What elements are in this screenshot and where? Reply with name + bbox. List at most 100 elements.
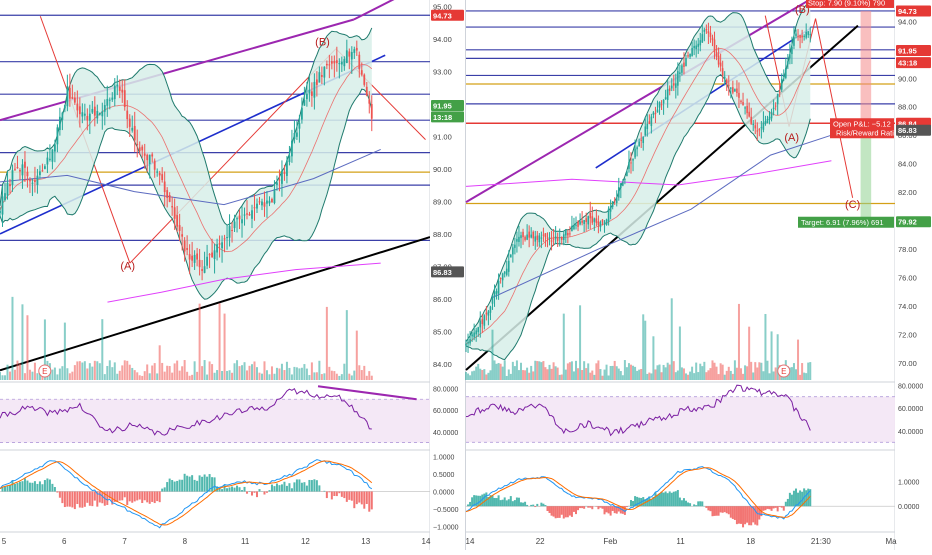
left-volume-bar [134, 370, 136, 380]
left-volume-bar [246, 370, 248, 380]
left-volume-bar [71, 372, 73, 380]
left-volume-bar [254, 361, 256, 380]
right-candle-body [575, 225, 577, 226]
left-candle-body [284, 172, 286, 174]
left-candle-body [206, 257, 208, 266]
right-candle-body [728, 85, 730, 86]
left-volume-bar [66, 368, 68, 380]
left-candle-body [99, 113, 101, 115]
left-macd-histogram [318, 485, 320, 491]
right-volume-bar [750, 362, 752, 380]
left-macd-histogram [9, 485, 11, 491]
right-volume-bar [681, 367, 683, 380]
right-volume-bar [724, 375, 726, 380]
left-macd-histogram [343, 492, 345, 499]
right-volume-bar [616, 366, 618, 380]
right-candle-body [669, 88, 671, 91]
left-macd-histogram [201, 477, 203, 492]
right-wave-label: (C) [845, 199, 860, 211]
left-candle-body [224, 238, 226, 239]
right-candle-body [486, 313, 488, 315]
right-candle-body [536, 236, 538, 240]
left-candle-body [254, 207, 256, 208]
left-candle-body [249, 214, 251, 215]
right-macd-histogram [667, 493, 669, 506]
right-macd-histogram [734, 506, 736, 520]
left-macd-histogram [189, 477, 191, 492]
right-candle-body [657, 110, 659, 113]
right-macd-histogram [783, 506, 785, 510]
left-volume-bar [136, 372, 138, 380]
right-candle-body [746, 106, 748, 113]
right-volume-bar [756, 367, 758, 380]
right-macd-histogram [551, 506, 553, 515]
right-candle-body [508, 261, 510, 272]
right-candle-body [543, 235, 545, 236]
left-macd-histogram [358, 492, 360, 503]
left-candle-body [141, 147, 143, 151]
left-macd-histogram [273, 486, 275, 491]
right-volume-bar [581, 370, 583, 380]
right-candle-body [773, 108, 775, 110]
left-macd-histogram [46, 478, 48, 491]
left-candle-body [81, 112, 83, 116]
left-macd-histogram [231, 487, 233, 492]
left-candle-body [241, 219, 243, 223]
right-macd-histogram [540, 503, 542, 507]
right-macd-histogram [771, 506, 773, 511]
right-candle-body [663, 100, 665, 104]
left-candle-body [51, 150, 53, 162]
left-volume-bar [249, 366, 251, 380]
left-volume-bar [184, 360, 186, 380]
right-candle-body [701, 34, 703, 42]
left-candle-body [74, 97, 76, 102]
left-rsi-tick-label: 40.0000 [433, 430, 458, 437]
right-candle-body [481, 319, 483, 324]
left-volume-bar [346, 310, 348, 380]
right-candle-body [492, 296, 494, 304]
right-y-tick-label: 78.00 [898, 245, 917, 254]
left-candle-body [19, 170, 21, 171]
right-candle-body [484, 315, 486, 326]
right-volume-bar [546, 369, 548, 380]
left-volume-bar [214, 373, 216, 380]
right-x-tick-label: Ma [885, 537, 897, 546]
right-macd-histogram [654, 492, 656, 506]
left-candle-body [269, 201, 271, 204]
left-macd-histogram [328, 492, 330, 493]
left-volume-bar [244, 362, 246, 380]
left-candle-body [166, 190, 168, 198]
right-volume-bar [577, 368, 579, 380]
right-volume-bar [508, 369, 510, 380]
right-rsi-band [466, 397, 895, 443]
right-candle-body [510, 255, 512, 258]
right-volume-bar [797, 340, 799, 380]
right-candle-body [801, 35, 803, 37]
right-candle-body [730, 88, 732, 89]
right-candle-body [659, 102, 661, 108]
left-volume-bar [363, 366, 365, 380]
left-volume-bar [64, 323, 66, 380]
right-macd-histogram [508, 499, 510, 506]
right-macd-histogram [542, 504, 544, 507]
left-candle-body [134, 126, 136, 140]
left-macd-histogram [311, 480, 313, 491]
left-volume-bar [276, 368, 278, 380]
right-candle-body [789, 54, 791, 58]
right-volume-bar [614, 361, 616, 380]
right-volume-bar [738, 304, 740, 380]
left-macd-histogram [176, 481, 178, 492]
right-volume-bar [687, 375, 689, 380]
left-candle-body [291, 141, 293, 157]
right-macd-histogram [663, 493, 665, 507]
left-volume-bar [366, 376, 368, 380]
left-x-tick-label: 12 [301, 537, 310, 546]
right-macd-histogram [650, 499, 652, 506]
left-macd-histogram [241, 490, 243, 491]
left-volume-bar [236, 360, 238, 380]
left-volume-bar [278, 368, 280, 380]
left-candle-body [27, 172, 29, 176]
left-macd-histogram [293, 482, 295, 491]
left-candle-body [22, 164, 24, 175]
